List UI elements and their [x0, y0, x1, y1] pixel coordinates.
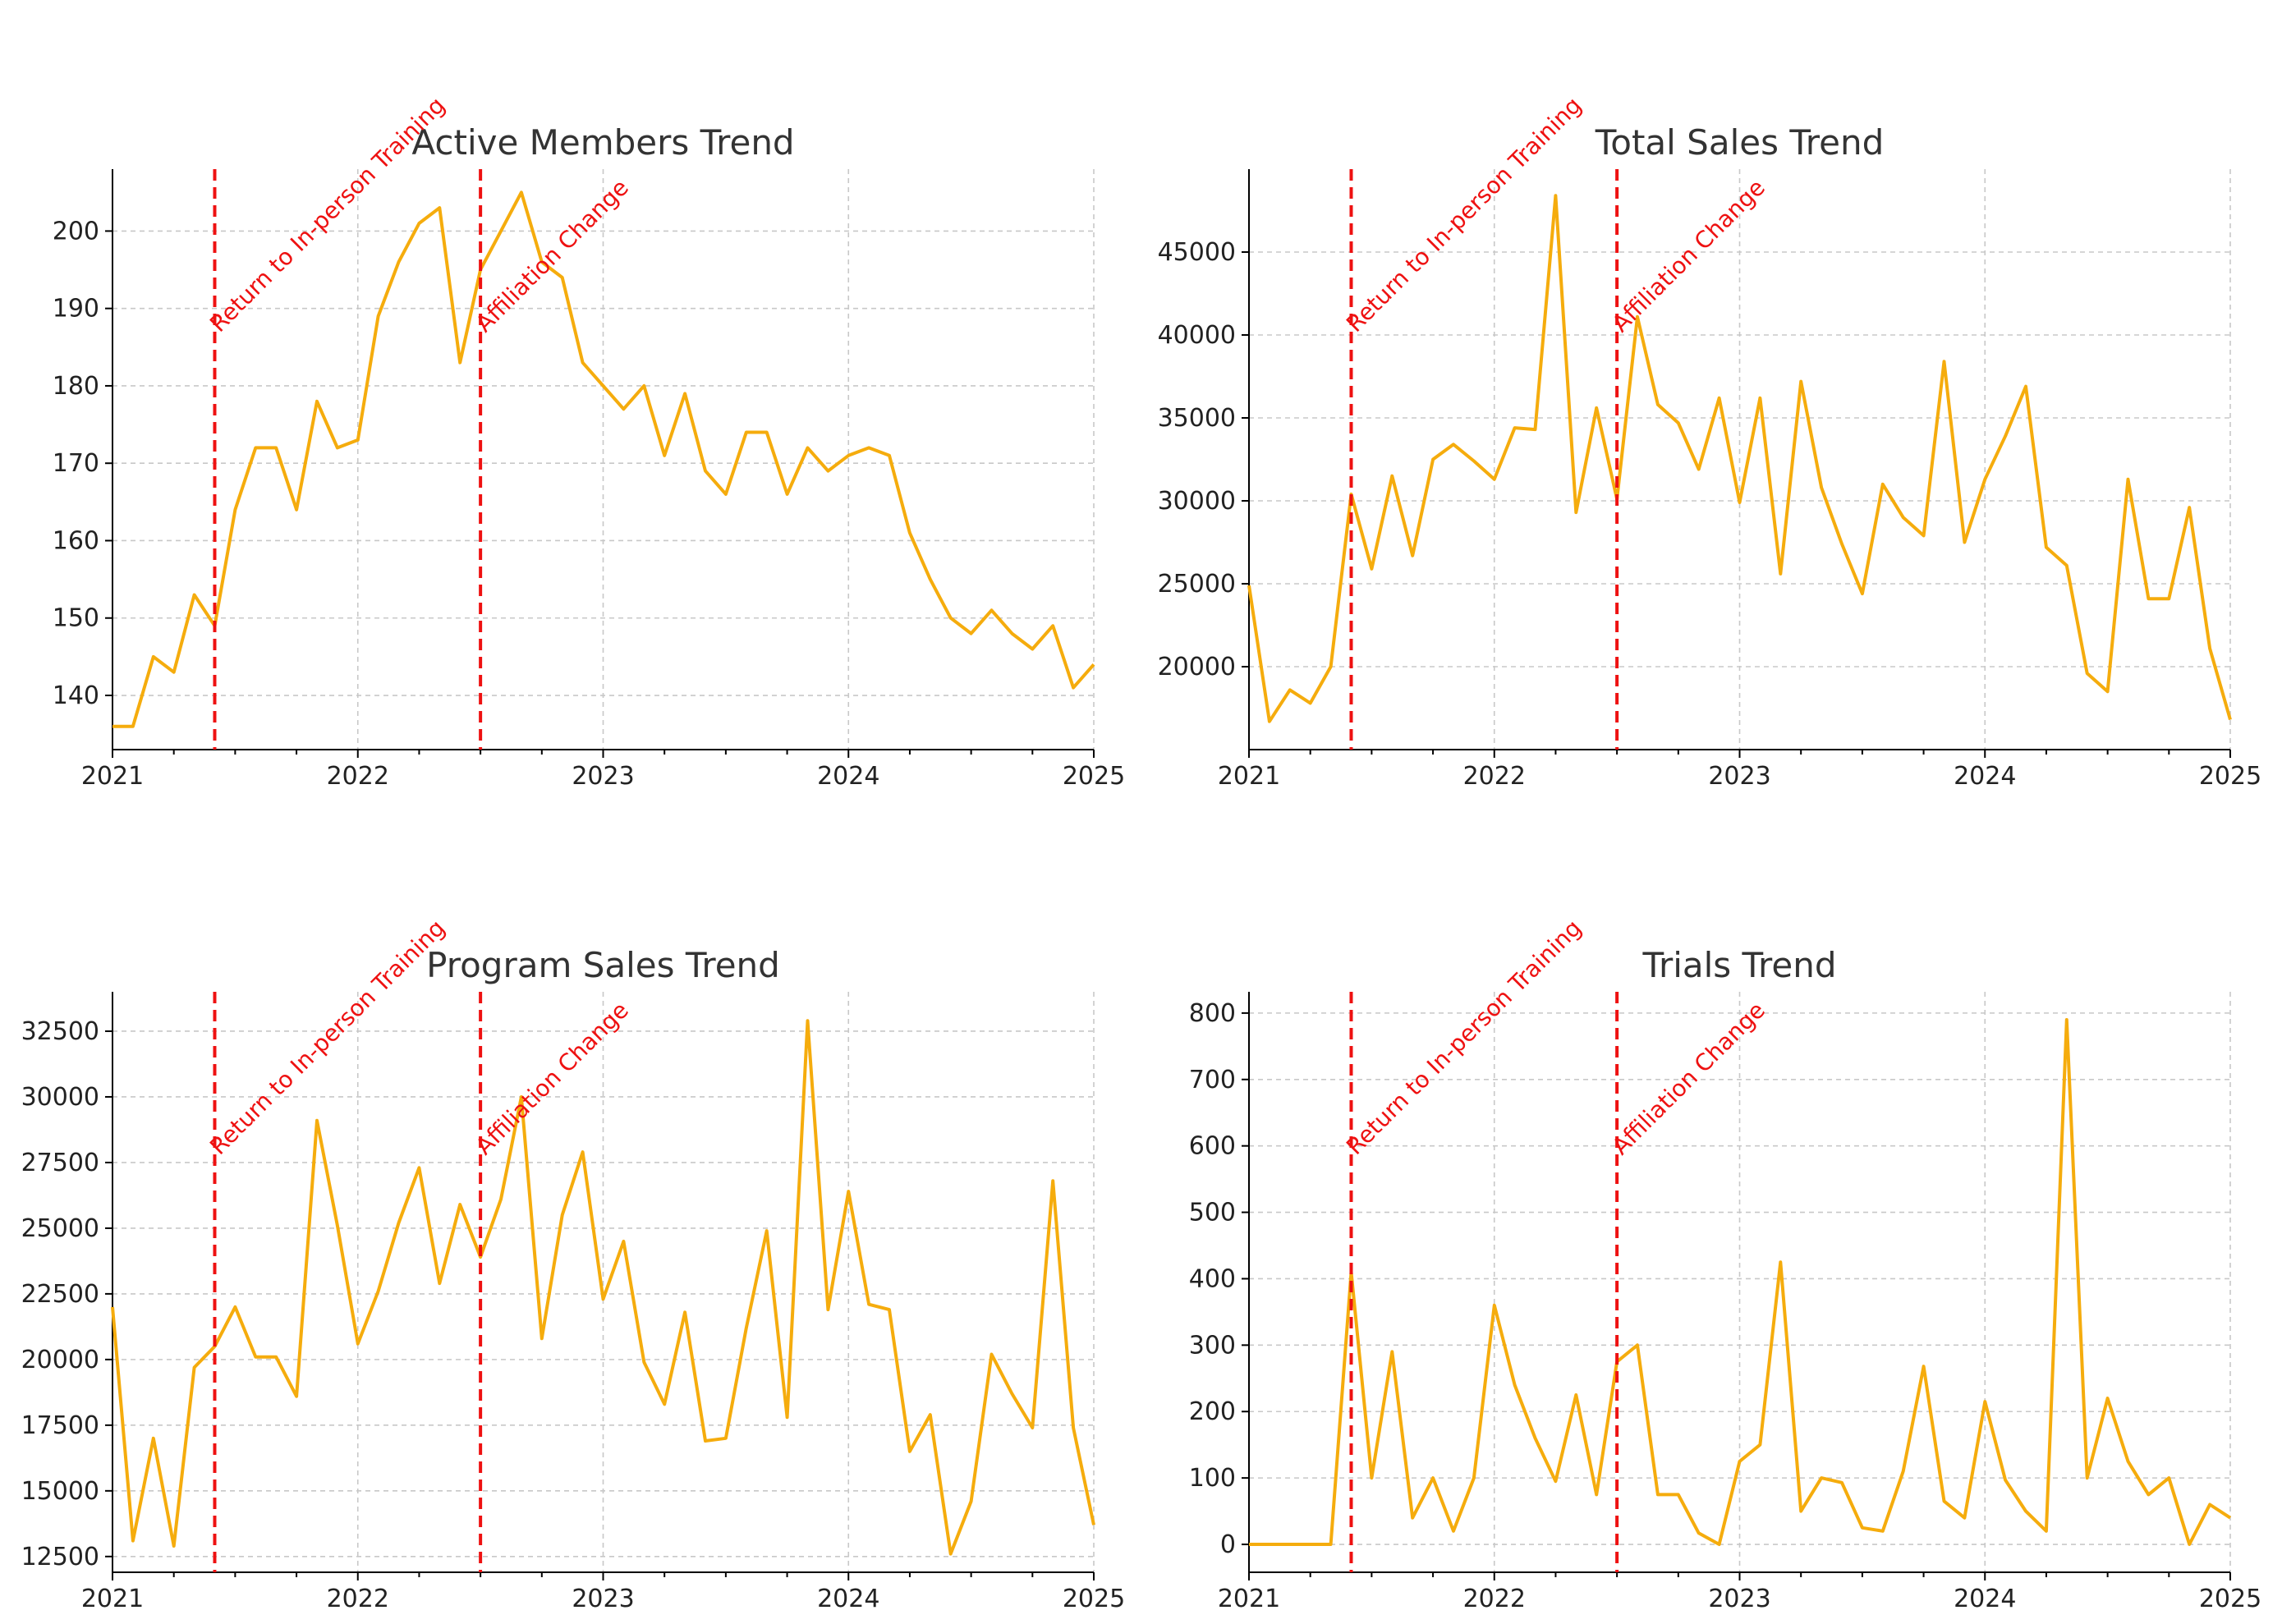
y-tick-label: 35000: [1158, 404, 1236, 433]
x-tick-label: 2025: [1063, 1585, 1125, 1613]
x-tick-label: 2024: [817, 1585, 879, 1613]
y-tick-label: 22500: [21, 1280, 99, 1309]
x-tick-label: 2025: [2199, 762, 2261, 791]
y-tick-label: 30000: [1158, 487, 1236, 516]
y-tick-label: 160: [53, 526, 99, 555]
y-tick-label: 32500: [21, 1017, 99, 1046]
y-tick-label: 700: [1189, 1066, 1236, 1094]
x-tick-label: 2024: [1954, 762, 2016, 791]
y-tick-label: 170: [53, 449, 99, 478]
y-tick-label: 12500: [21, 1543, 99, 1571]
y-tick-label: 100: [1189, 1464, 1236, 1493]
x-tick-label: 2024: [817, 762, 879, 791]
series-line: [111, 1019, 1095, 1556]
y-tick-label: 190: [53, 295, 99, 323]
y-tick-label: 25000: [21, 1214, 99, 1243]
chart-title: Trials Trend: [1641, 945, 1836, 985]
y-tick-label: 30000: [21, 1083, 99, 1112]
x-tick-label: 2023: [572, 1585, 634, 1613]
chart-title: Active Members Trend: [411, 122, 794, 163]
x-tick-label: 2021: [1218, 762, 1280, 791]
x-tick-label: 2022: [327, 762, 389, 791]
y-tick-label: 20000: [21, 1346, 99, 1374]
y-tick-label: 25000: [1158, 570, 1236, 599]
x-tick-label: 2022: [327, 1585, 389, 1613]
y-tick-label: 200: [1189, 1397, 1236, 1426]
series-line: [1247, 194, 2232, 723]
y-tick-label: 45000: [1158, 238, 1236, 267]
x-tick-label: 2023: [1708, 762, 1770, 791]
y-tick-label: 300: [1189, 1331, 1236, 1360]
y-tick-label: 15000: [21, 1477, 99, 1506]
y-tick-label: 17500: [21, 1411, 99, 1440]
x-tick-label: 2021: [1218, 1585, 1280, 1613]
y-tick-label: 20000: [1158, 653, 1236, 681]
y-tick-label: 27500: [21, 1149, 99, 1177]
y-tick-label: 500: [1189, 1199, 1236, 1227]
x-tick-label: 2023: [572, 762, 634, 791]
y-tick-label: 150: [53, 604, 99, 633]
x-tick-label: 2021: [81, 762, 144, 791]
x-tick-label: 2022: [1463, 762, 1526, 791]
x-tick-label: 2025: [2199, 1585, 2261, 1613]
y-tick-label: 180: [53, 372, 99, 401]
x-tick-label: 2021: [81, 1585, 144, 1613]
y-tick-label: 200: [53, 217, 99, 245]
y-tick-label: 400: [1189, 1264, 1236, 1293]
x-tick-label: 2022: [1463, 1585, 1526, 1613]
y-tick-label: 800: [1189, 999, 1236, 1028]
y-tick-label: 600: [1189, 1132, 1236, 1161]
y-tick-label: 40000: [1158, 321, 1236, 350]
chart-title: Program Sales Trend: [426, 945, 780, 985]
series-line: [112, 190, 1095, 728]
x-tick-label: 2024: [1954, 1585, 2016, 1613]
y-tick-label: 140: [53, 681, 99, 710]
x-tick-label: 2023: [1708, 1585, 1770, 1613]
chart-title: Total Sales Trend: [1595, 122, 1885, 163]
x-tick-label: 2025: [1063, 762, 1125, 791]
series-line: [1249, 1018, 2232, 1546]
y-tick-label: 0: [1220, 1530, 1236, 1559]
